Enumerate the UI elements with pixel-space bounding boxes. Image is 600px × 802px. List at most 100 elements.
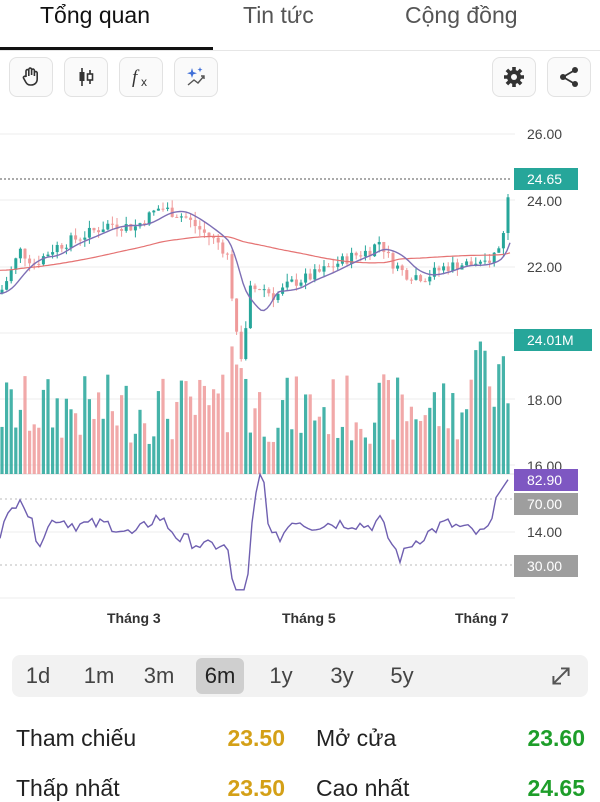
volume-bar: [373, 422, 377, 474]
range-3y-button[interactable]: 3y: [330, 663, 354, 688]
range-1m-button[interactable]: 1m: [83, 663, 115, 688]
volume-bar: [294, 376, 298, 474]
volume-bar: [405, 421, 409, 474]
volume-bar: [230, 346, 234, 474]
volume-bar: [340, 426, 344, 474]
tab-community[interactable]: Cộng đồng: [405, 2, 518, 28]
volume-bar: [28, 430, 32, 474]
low-price-label: Thấp nhất: [16, 775, 120, 801]
auto-draw-button[interactable]: [174, 57, 218, 97]
range-1d-button[interactable]: 1d: [25, 663, 51, 688]
candle-body: [161, 208, 165, 210]
volume-bar: [184, 381, 188, 474]
candle-body: [69, 235, 73, 248]
candle-body: [193, 219, 197, 227]
volume-bar: [359, 428, 363, 474]
hand-tool-button[interactable]: [9, 57, 53, 97]
candle-body: [156, 208, 160, 211]
candle-body: [28, 258, 32, 264]
volume-bar: [446, 428, 450, 474]
candle-body: [308, 273, 312, 280]
volume-bar: [419, 420, 423, 474]
expand-icon[interactable]: [548, 663, 574, 689]
svg-text:x: x: [141, 75, 147, 89]
time-range-selector: 1d 1m 3m 6m 1y 3y 5y: [12, 655, 588, 697]
volume-bar: [391, 439, 395, 474]
candle-body: [478, 261, 482, 264]
volume-bar: [285, 377, 289, 474]
volume-bar: [317, 416, 321, 474]
volume-bar: [506, 403, 510, 474]
volume-bar: [497, 364, 501, 474]
price-tick-label: 14.00: [527, 524, 562, 540]
candle-body: [87, 227, 91, 238]
candle-body: [345, 256, 349, 264]
volume-bar: [290, 429, 294, 474]
candle-body: [465, 261, 469, 266]
gear-icon: [504, 67, 524, 87]
volume-bar: [400, 394, 404, 474]
volume-bar: [152, 436, 156, 474]
indicator-value-badge: 82.90: [514, 469, 578, 491]
indicator-line: [0, 472, 509, 591]
candle-body: [74, 235, 78, 240]
volume-bar: [216, 393, 220, 474]
candle-body: [396, 265, 400, 269]
volume-bar: [363, 437, 367, 474]
volume-bar: [5, 382, 9, 474]
candle-body: [78, 239, 82, 241]
indicators-button[interactable]: f x: [119, 57, 163, 97]
volume-bar: [147, 443, 151, 474]
candle-body: [405, 270, 409, 280]
candle-body: [152, 210, 156, 213]
indicator-lower-badge: 30.00: [514, 555, 578, 577]
volume-bar: [74, 413, 78, 474]
high-price-value: 24.65: [527, 775, 585, 801]
volume-bar: [129, 442, 133, 474]
candle-body: [101, 229, 105, 233]
volume-bar: [189, 396, 193, 474]
last-volume-badge: 24.01M: [514, 329, 592, 351]
candle-body: [451, 262, 455, 272]
chart-type-button[interactable]: [64, 57, 108, 97]
candle-body: [368, 250, 372, 257]
tab-news[interactable]: Tin tức: [243, 2, 314, 28]
volume-bar: [41, 389, 45, 474]
volume-bar: [235, 364, 239, 474]
candle-body: [189, 217, 193, 220]
volume-bar: [483, 350, 487, 474]
candle-body: [382, 241, 386, 252]
settings-button[interactable]: [492, 57, 536, 97]
candle-body: [235, 298, 239, 332]
volume-bar: [423, 415, 427, 474]
candle-body: [0, 289, 4, 294]
volume-bar: [0, 426, 4, 474]
tab-overview[interactable]: Tổng quan: [40, 2, 150, 28]
indicator-upper-text: 70.00: [527, 496, 562, 512]
range-6m-button[interactable]: 6m: [196, 658, 244, 694]
volume-bar: [83, 376, 87, 474]
volume-bar: [138, 409, 142, 474]
candle-body: [290, 279, 294, 282]
volume-bar: [437, 426, 441, 474]
range-1y-button[interactable]: 1y: [269, 663, 293, 688]
volume-bar: [469, 379, 473, 474]
price-chart[interactable]: 26.00 24.00 22.00 18.00 16.00 14.00 24.6…: [0, 100, 600, 640]
volume-bar: [198, 379, 202, 474]
candle-body: [336, 263, 340, 267]
candle-body: [469, 261, 473, 266]
range-5y-button[interactable]: 5y: [390, 663, 414, 688]
range-3m-button[interactable]: 3m: [143, 663, 175, 688]
candle-body: [124, 224, 128, 231]
open-price-label: Mở cửa: [316, 725, 397, 751]
candle-body: [497, 248, 501, 253]
candle-body: [299, 282, 303, 286]
share-button[interactable]: [547, 57, 591, 97]
volume-bar: [244, 378, 248, 474]
volume-bar: [350, 440, 354, 474]
candle-body: [253, 285, 257, 290]
volume-bar: [92, 418, 96, 474]
candle-body: [506, 197, 510, 234]
volume-bar: [368, 443, 372, 474]
volume-bar: [37, 427, 41, 474]
